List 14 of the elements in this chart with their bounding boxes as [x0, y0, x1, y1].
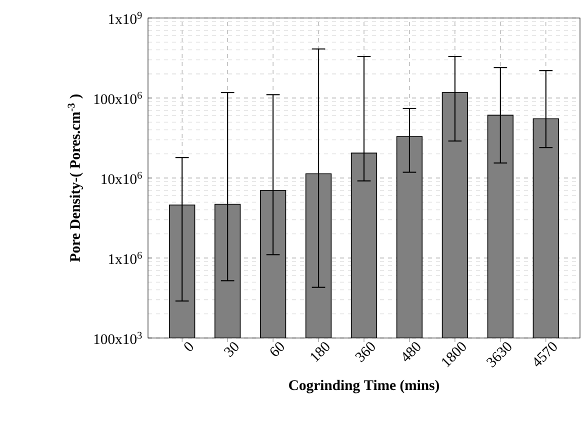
x-tick-label: 0 [184, 342, 194, 351]
x-axis-title: Cogrinding Time (mins) [289, 380, 439, 394]
x-tick-label: 30 [224, 342, 238, 358]
x-tick-label: 60 [270, 342, 284, 356]
y-tick-label: 100x10$^{6}$ [94, 92, 142, 104]
x-tick-label: 360 [355, 342, 375, 362]
y-tick-label: 1x10$^{9}$ [109, 12, 142, 24]
y-axis-title: Pore Density-( Pores.cm$^{-3}$ ) [68, 94, 83, 262]
y-tick-label: 1x10$^{6}$ [109, 252, 142, 264]
y-tick-label: 100x10$^{3}$ [94, 332, 142, 344]
x-tick-label: 180 [310, 342, 330, 362]
x-tick-label: 480 [403, 342, 420, 362]
y-tick-label: 10x10$^{6}$ [102, 172, 142, 184]
x-tick-label: 4570 [534, 342, 557, 366]
